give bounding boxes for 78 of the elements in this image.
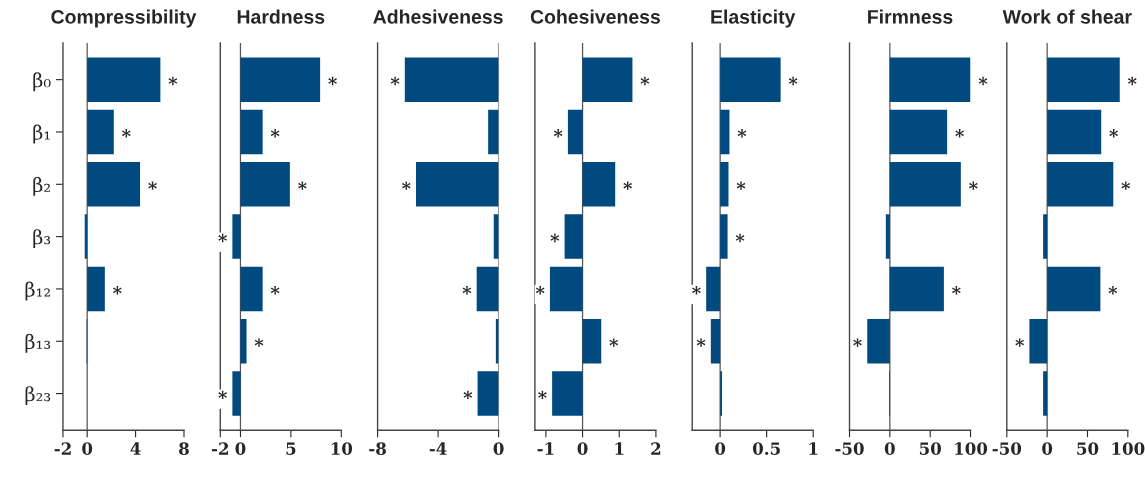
x-tick-label: -2 — [211, 442, 229, 455]
annotation: * — [609, 338, 619, 347]
chart-title: Cohesiveness — [530, 9, 660, 24]
annotation: * — [328, 76, 337, 86]
annotation: * — [550, 233, 560, 243]
annotation: * — [1109, 129, 1119, 138]
chart-title: Work of shear — [1002, 9, 1132, 24]
annotation: * — [1127, 76, 1137, 86]
annotation: * — [969, 181, 978, 190]
y-tick-label: β₁ — [33, 124, 50, 144]
chart-title: Adhesiveness — [373, 9, 503, 24]
y-tick-label: β₁₂ — [25, 281, 50, 301]
annotation: * — [168, 76, 178, 86]
annotation: * — [113, 286, 122, 295]
x-tick-label: 0 — [577, 442, 588, 455]
annotation: * — [270, 129, 280, 138]
annotation: * — [736, 181, 746, 190]
annotation: * — [553, 129, 563, 138]
x-tick-label: -50 — [835, 442, 864, 455]
annotation: * — [1015, 338, 1025, 347]
x-tick-label: 2 — [651, 442, 661, 455]
x-tick-label: 10 — [331, 442, 353, 455]
x-tick-label: 1 — [809, 442, 818, 455]
chart-title: Hardness — [237, 9, 325, 24]
annotation: * — [1108, 286, 1118, 295]
annotation: * — [254, 338, 264, 347]
annotation: * — [735, 233, 745, 243]
annotation: * — [692, 286, 701, 295]
x-tick-label: -1 — [537, 442, 554, 455]
x-tick-label: 0 — [493, 442, 504, 455]
x-tick-label: -2 — [54, 442, 71, 455]
x-tick-label: 100 — [1112, 442, 1145, 455]
annotation: * — [538, 390, 547, 400]
chart-title: Firmness — [868, 9, 953, 24]
x-tick-label: -8 — [369, 442, 386, 455]
x-tick-label: 4 — [130, 442, 141, 455]
annotation: * — [463, 390, 473, 400]
annotation: * — [737, 129, 747, 138]
x-tick-label: -4 — [429, 442, 447, 455]
x-tick-label: 1 — [615, 442, 624, 455]
annotation: * — [1121, 181, 1131, 190]
chart-title: Elasticity — [711, 9, 796, 28]
x-tick-label: 0 — [82, 442, 93, 455]
annotation: * — [121, 129, 131, 138]
annotation: * — [952, 286, 961, 295]
x-tick-label: 0 — [715, 442, 726, 455]
annotation: * — [462, 286, 472, 295]
annotation: * — [148, 181, 157, 190]
x-tick-label: 0 — [884, 442, 895, 455]
x-tick-label: 0 — [235, 442, 246, 455]
annotation: * — [218, 233, 227, 243]
y-tick-label: β₂ — [33, 176, 50, 196]
y-tick-label: β₃ — [33, 229, 51, 249]
annotation: * — [390, 76, 400, 86]
annotation: * — [640, 76, 650, 86]
x-tick-label: 50 — [919, 442, 941, 455]
annotation: * — [270, 286, 280, 295]
x-tick-label: 8 — [179, 442, 189, 455]
annotation: * — [401, 181, 411, 190]
annotation: * — [218, 390, 227, 400]
chart-title: Compressibility — [51, 9, 197, 28]
x-tick-label: 100 — [955, 442, 988, 455]
x-tick-label: -50 — [992, 442, 1022, 455]
y-tick-label: β₁₃ — [25, 333, 51, 353]
x-tick-label: 0.5 — [752, 442, 780, 455]
annotation: * — [978, 76, 988, 86]
y-tick-label: β₀ — [33, 72, 51, 92]
annotation: * — [955, 129, 964, 138]
x-tick-label: 0 — [1042, 442, 1053, 455]
annotation: * — [788, 76, 798, 86]
annotation: * — [696, 338, 706, 347]
x-tick-label: 5 — [286, 442, 296, 455]
annotation: * — [623, 181, 633, 190]
y-tick-label: β₂₃ — [25, 386, 51, 406]
annotation: * — [535, 286, 545, 295]
annotation: * — [853, 338, 862, 347]
annotation: * — [298, 181, 307, 190]
x-tick-label: 50 — [1077, 442, 1099, 455]
